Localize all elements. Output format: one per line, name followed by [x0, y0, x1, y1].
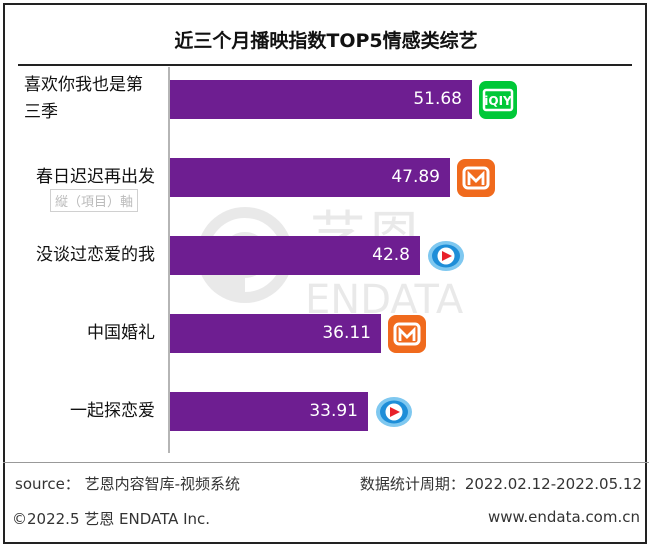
period-text: 数据统计周期：2022.02.12-2022.05.12 [359, 475, 642, 493]
tencent-video-logo [374, 392, 414, 432]
website-text: www.endata.com.cn [487, 508, 640, 526]
bar: 51.68 [170, 80, 472, 119]
bar: 42.8 [170, 236, 420, 275]
bar-value-label: 33.91 [309, 401, 358, 421]
bar: 33.91 [170, 392, 368, 431]
bar-value-label: 51.68 [413, 89, 462, 109]
bar-value-label: 36.11 [322, 323, 371, 343]
category-axis [168, 67, 170, 453]
bar: 47.89 [170, 158, 450, 197]
category-label: 中国婚礼 [87, 322, 155, 343]
category-label: 春日迟迟再出发 [36, 166, 155, 187]
footer-divider [3, 462, 649, 463]
bar-value-label: 47.89 [391, 167, 440, 187]
category-label: 没谈过恋爱的我 [36, 244, 155, 265]
svg-text:iQIY: iQIY [484, 94, 512, 108]
copyright-text: ©2022.5 艺恩 ENDATA Inc. [12, 510, 211, 528]
mango-tv-logo [456, 158, 496, 198]
tencent-video-logo [426, 236, 466, 276]
iqiyi-logo: iQIY [478, 80, 518, 120]
source-text: source： 艺恩内容智库-视频系统 [15, 475, 240, 493]
chart-title: 近三个月播映指数TOP5情感类综艺 [174, 30, 478, 52]
axis-watermark-label: 縦（項目）軸 [50, 189, 139, 212]
mango-tv-logo [387, 314, 427, 354]
bar-value-label: 42.8 [372, 245, 410, 265]
category-label: 一起探恋爱 [70, 400, 155, 421]
category-label: 喜欢你我也是第三季 [24, 75, 143, 122]
title-divider [18, 64, 632, 66]
bar: 36.11 [170, 314, 381, 353]
